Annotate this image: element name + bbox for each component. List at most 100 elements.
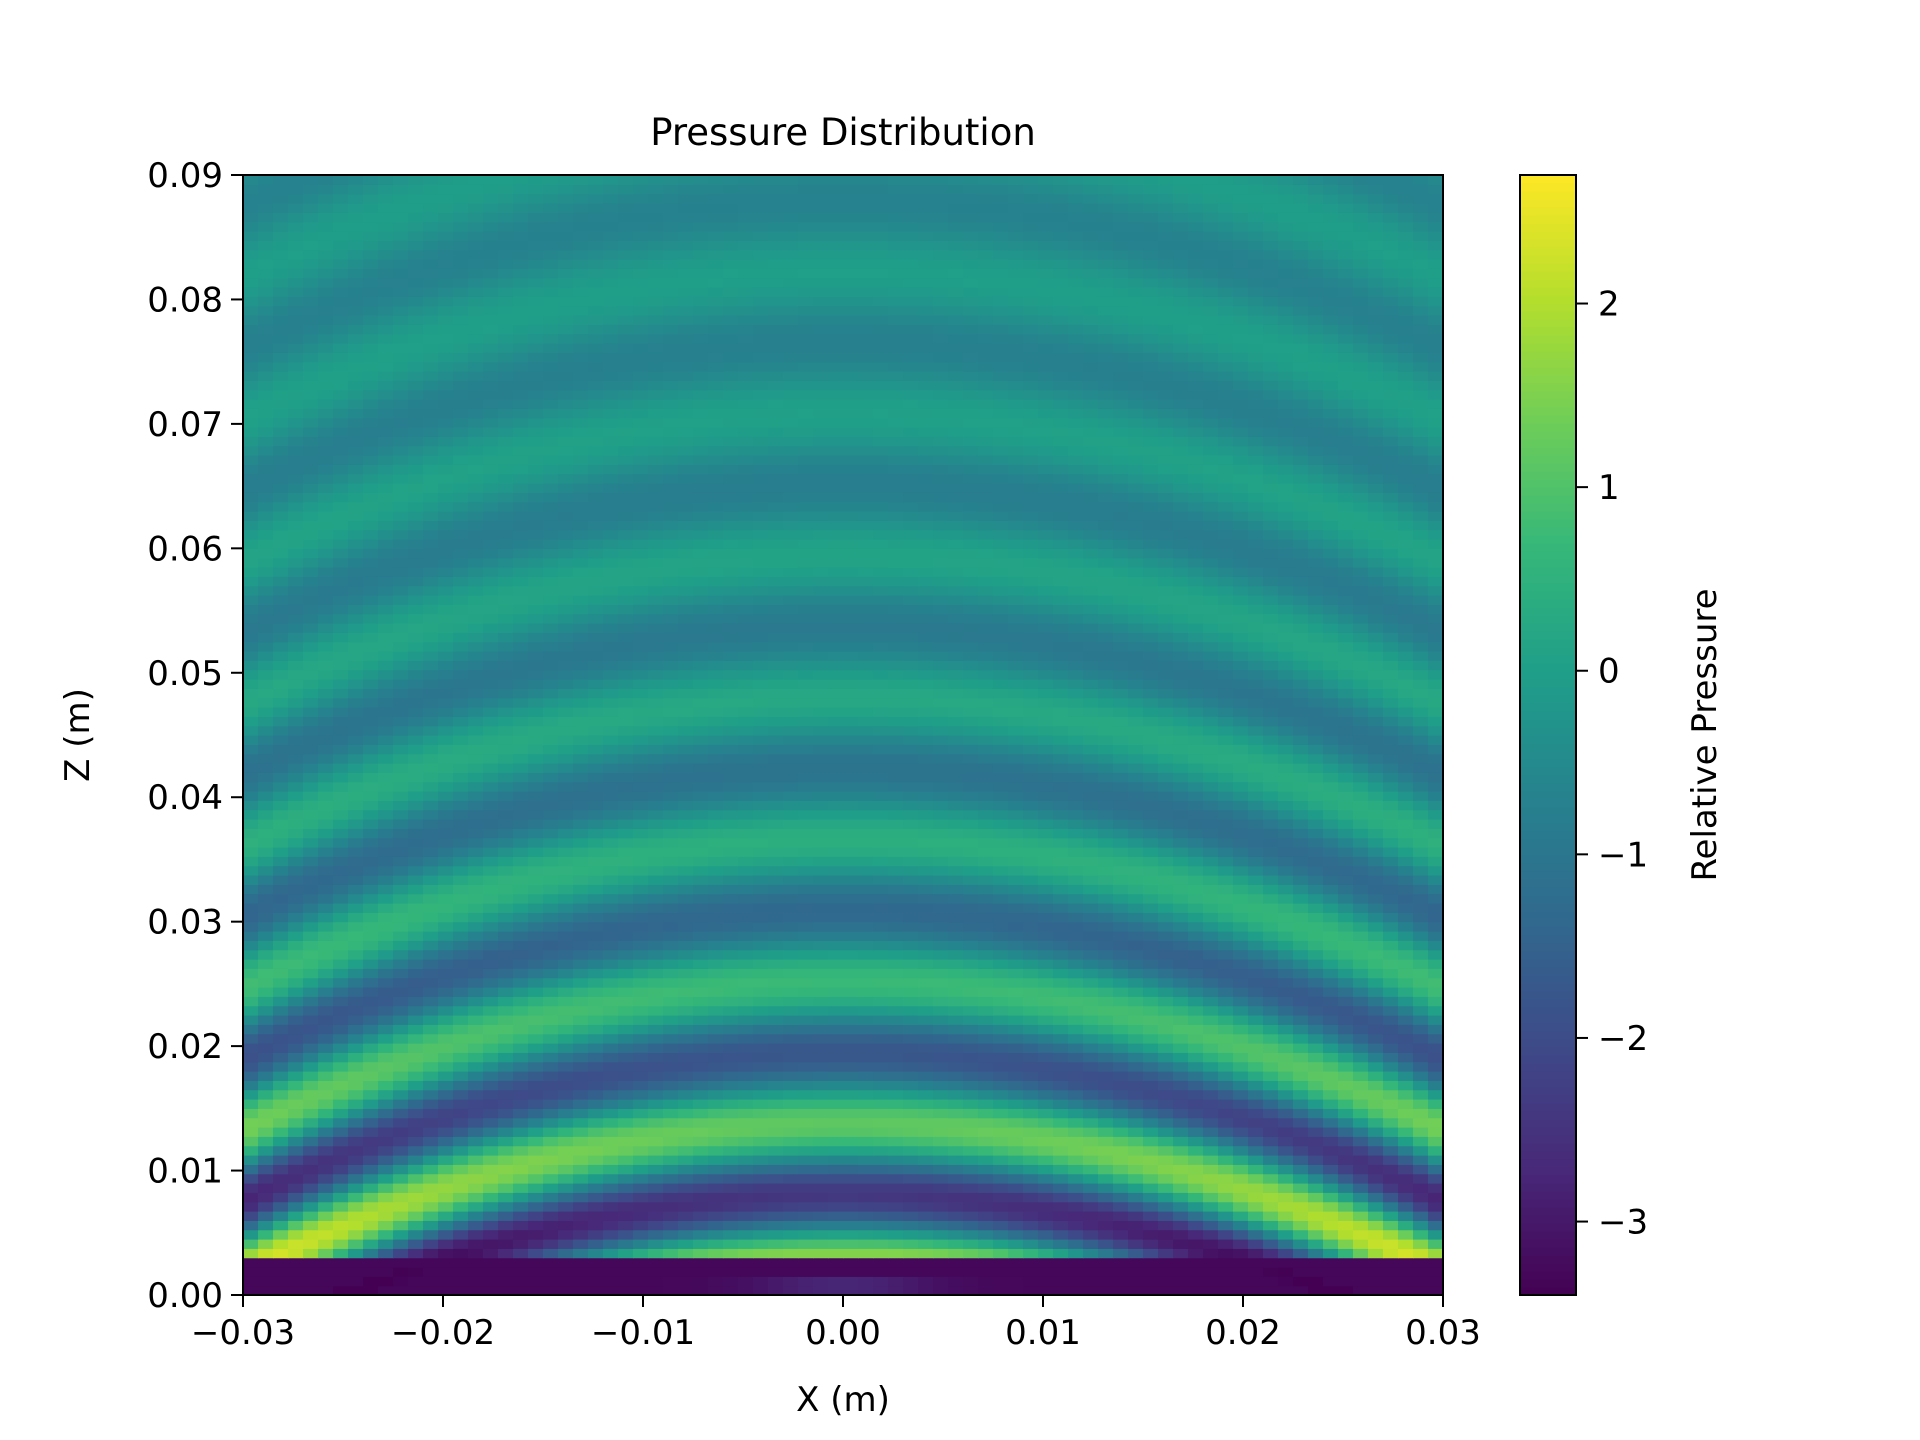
heatmap-cell: [633, 1229, 649, 1240]
heatmap-cell: [723, 931, 739, 941]
heatmap-cell: [303, 931, 319, 941]
heatmap-cell: [543, 949, 559, 960]
heatmap-cell: [918, 744, 934, 755]
heatmap-cell: [1413, 1052, 1429, 1063]
heatmap-cell: [288, 1015, 304, 1025]
heatmap-cell: [993, 819, 1009, 829]
heatmap-cell: [888, 1192, 904, 1203]
heatmap-cell: [348, 1211, 364, 1221]
heatmap-cell: [1218, 1043, 1234, 1053]
heatmap-cell: [738, 931, 754, 941]
heatmap-cell: [588, 977, 604, 988]
heatmap-cell: [1233, 1136, 1249, 1147]
heatmap-cell: [273, 1276, 289, 1287]
heatmap-cell: [663, 744, 679, 755]
heatmap-cell: [1293, 893, 1309, 904]
heatmap-cell: [1023, 912, 1039, 923]
heatmap-cell: [1248, 1285, 1264, 1296]
heatmap-cell: [903, 1248, 919, 1259]
heatmap-cell: [1308, 1192, 1324, 1203]
heatmap-cell: [768, 1108, 784, 1119]
heatmap-cell: [498, 1192, 514, 1203]
heatmap-cell: [708, 837, 724, 848]
heatmap-cell: [1278, 800, 1294, 811]
heatmap-cell: [1173, 1267, 1189, 1277]
heatmap-cell: [783, 1267, 799, 1277]
heatmap-cell: [1128, 847, 1144, 857]
heatmap-cell: [1428, 1052, 1444, 1063]
heatmap-cell: [258, 959, 274, 969]
heatmap-cell: [798, 800, 814, 811]
heatmap-cell: [378, 1211, 394, 1221]
heatmap-cell: [243, 940, 259, 951]
heatmap-cell: [1173, 1099, 1189, 1109]
heatmap-cell: [573, 1080, 589, 1091]
heatmap-cell: [1188, 1257, 1204, 1268]
heatmap-cell: [303, 987, 319, 997]
heatmap-cell: [513, 1164, 529, 1175]
heatmap-cell: [453, 1248, 469, 1259]
heatmap-cell: [1113, 1071, 1129, 1081]
heatmap-cell: [1353, 1089, 1369, 1100]
heatmap-cell: [633, 1248, 649, 1259]
heatmap-cell: [1023, 744, 1039, 755]
heatmap-cell: [408, 977, 424, 988]
heatmap-cell: [993, 1127, 1009, 1137]
heatmap-cell: [558, 1257, 574, 1268]
heatmap-cell: [1383, 837, 1399, 848]
heatmap-cell: [1068, 1024, 1084, 1035]
heatmap-cell: [258, 1043, 274, 1053]
heatmap-cell: [1323, 716, 1339, 727]
heatmap-cell: [978, 903, 994, 913]
heatmap-cell: [798, 940, 814, 951]
heatmap-cell: [768, 1285, 784, 1296]
heatmap-cell: [1188, 912, 1204, 923]
heatmap-cell: [423, 1267, 439, 1277]
heatmap-cell: [1398, 1267, 1414, 1277]
heatmap-cell: [1398, 847, 1414, 857]
heatmap-cell: [678, 1173, 694, 1184]
heatmap-cell: [918, 1239, 934, 1249]
heatmap-cell: [1098, 781, 1114, 792]
heatmap-cell: [513, 884, 529, 895]
heatmap-cell: [573, 809, 589, 820]
heatmap-cell: [348, 1015, 364, 1025]
heatmap-cell: [1053, 996, 1069, 1007]
heatmap-cell: [1128, 744, 1144, 755]
heatmap-cell: [1038, 763, 1054, 773]
heatmap-cell: [588, 763, 604, 773]
heatmap-cell: [573, 856, 589, 867]
heatmap-cell: [1413, 716, 1429, 727]
heatmap-cell: [978, 1089, 994, 1100]
heatmap-cell: [468, 1201, 484, 1212]
heatmap-cell: [888, 1267, 904, 1277]
heatmap-cell: [738, 1229, 754, 1240]
heatmap-cell: [1068, 1285, 1084, 1296]
heatmap-cell: [798, 1220, 814, 1231]
heatmap-cell: [948, 1033, 964, 1044]
heatmap-cell: [258, 996, 274, 1007]
heatmap-cell: [588, 819, 604, 829]
heatmap-cell: [993, 884, 1009, 895]
heatmap-cell: [723, 1239, 739, 1249]
heatmap-cell: [483, 903, 499, 913]
heatmap-cell: [783, 1136, 799, 1147]
heatmap-cell: [393, 735, 409, 745]
heatmap-cell: [1113, 1089, 1129, 1100]
heatmap-cell: [648, 1257, 664, 1268]
heatmap-cell: [1308, 1071, 1324, 1081]
heatmap-cell: [1083, 977, 1099, 988]
heatmap-cell: [648, 1108, 664, 1119]
heatmap-cell: [1233, 1071, 1249, 1081]
heatmap-cell: [273, 791, 289, 801]
heatmap-cell: [258, 949, 274, 960]
heatmap-cell: [933, 800, 949, 811]
heatmap-cell: [258, 791, 274, 801]
heatmap-cell: [513, 1005, 529, 1016]
heatmap-cell: [888, 893, 904, 904]
heatmap-cell: [483, 1071, 499, 1081]
heatmap-cell: [1158, 940, 1174, 951]
heatmap-cell: [1083, 1052, 1099, 1063]
heatmap-cell: [318, 800, 334, 811]
heatmap-cell: [1293, 753, 1309, 764]
